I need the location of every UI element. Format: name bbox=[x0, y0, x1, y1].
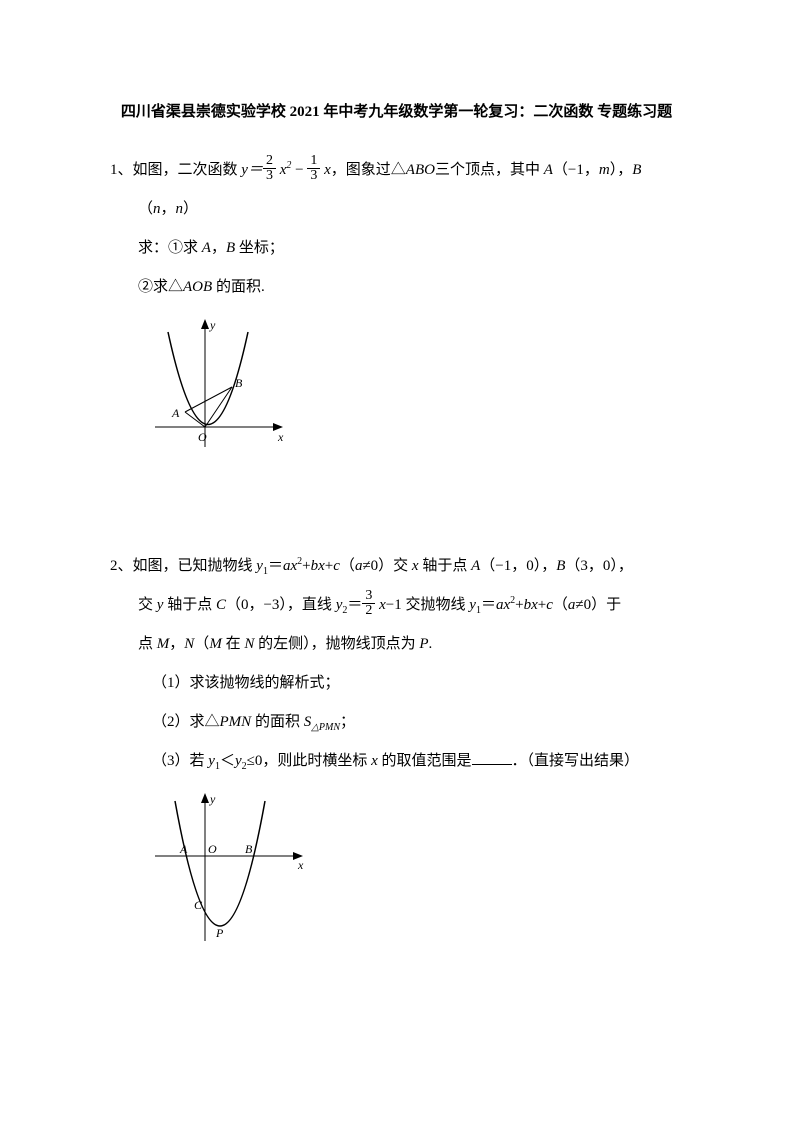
svg-text:B: B bbox=[245, 842, 253, 856]
svg-text:O: O bbox=[208, 842, 217, 856]
p1-q2: ②求△AOB 的面积. bbox=[110, 268, 683, 307]
p2-line3: 点 M，N（M 在 N 的左侧），抛物线顶点为 P. bbox=[110, 625, 683, 664]
p2-line1: 2、如图，已知抛物线 y1＝ax2+bx+c（a≠0）交 x 轴于点 A（−1，… bbox=[110, 547, 683, 586]
svg-text:O: O bbox=[198, 430, 207, 444]
p1-line1: 1、如图，二次函数 y＝23 x2 − 13 x，图象过△ABO三个顶点，其中 … bbox=[110, 151, 683, 190]
svg-text:y: y bbox=[209, 792, 216, 806]
fraction-1-3: 13 bbox=[307, 154, 320, 183]
p2-figure: y x A O B C P bbox=[150, 791, 683, 951]
answer-blank bbox=[472, 751, 512, 765]
p1-num: 1、 bbox=[110, 162, 133, 178]
svg-text:C: C bbox=[194, 898, 203, 912]
p2-q1: （1）求该抛物线的解析式； bbox=[110, 664, 683, 703]
fraction-2-3: 23 bbox=[263, 154, 276, 183]
svg-text:x: x bbox=[297, 858, 304, 872]
p2-num: 2、 bbox=[110, 558, 133, 574]
svg-text:A: A bbox=[179, 842, 188, 856]
page-title: 四川省渠县崇德实验学校 2021 年中考九年级数学第一轮复习：二次函数 专题练习… bbox=[110, 100, 683, 121]
svg-text:B: B bbox=[235, 376, 243, 390]
problem-1: 1、如图，二次函数 y＝23 x2 − 13 x，图象过△ABO三个顶点，其中 … bbox=[110, 151, 683, 307]
svg-text:y: y bbox=[209, 318, 216, 332]
fraction-3-2: 32 bbox=[362, 589, 375, 618]
p2-q2: （2）求△PMN 的面积 S△PMN； bbox=[110, 703, 683, 742]
problem-2: 2、如图，已知抛物线 y1＝ax2+bx+c（a≠0）交 x 轴于点 A（−1，… bbox=[110, 547, 683, 781]
svg-text:A: A bbox=[171, 406, 180, 420]
p1-q1: 求：①求 A，B 坐标； bbox=[110, 229, 683, 268]
p2-line2: 交 y 轴于点 C（0，−3），直线 y2＝32 x−1 交抛物线 y1＝ax2… bbox=[110, 586, 683, 625]
p2-q3: （3）若 y1＜y2≤0，则此时横坐标 x 的取值范围是．（直接写出结果） bbox=[110, 742, 683, 781]
p1-line2: （n，n） bbox=[110, 190, 683, 229]
svg-text:P: P bbox=[215, 926, 224, 940]
p1-figure: y x A B O bbox=[150, 317, 683, 467]
svg-text:x: x bbox=[277, 430, 284, 444]
